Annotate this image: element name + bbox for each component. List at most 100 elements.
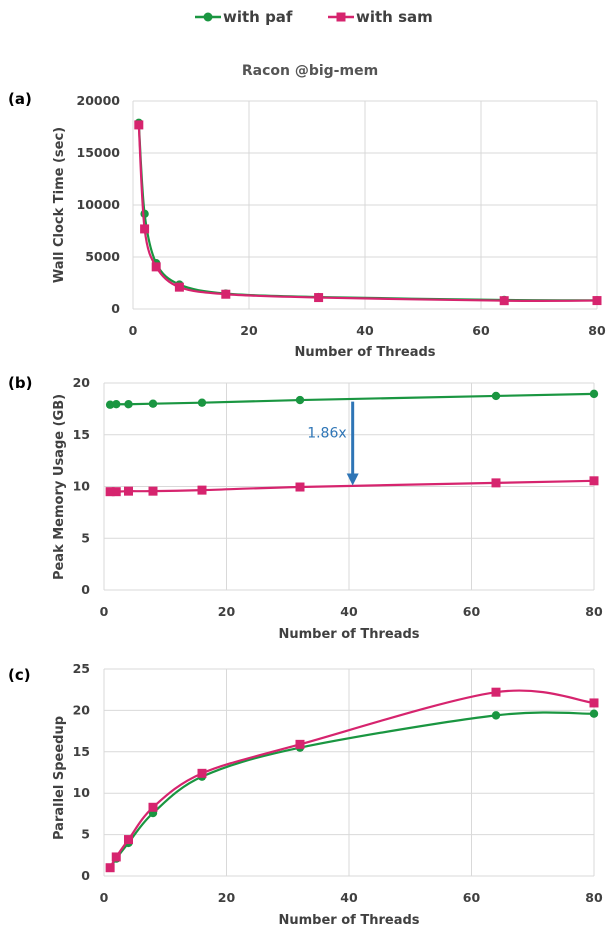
panel-b-y-tick-label: 0 [81,582,90,597]
panel-b-y-tick-label: 20 [73,375,91,390]
panel-c-with-sam-point [148,802,158,812]
panel-b-with-paf-point [589,389,599,399]
panel-a-x-tick-label: 20 [240,323,258,338]
panel-c-with-sam-point [105,863,115,873]
panel-c-with-paf-point [491,711,501,720]
panel-c-series [105,687,599,873]
panel-c-with-sam-point [589,698,599,708]
panel-a-with-paf-line [137,122,598,302]
panel-b-x-tick-label: 0 [100,604,109,619]
panel-b-with-sam-point [197,485,207,495]
panel-a-with-sam-point [499,296,509,306]
panel-b-with-paf-point [491,391,501,401]
legend-paf-label: with paf [223,8,293,26]
legend-sam-label: with sam [356,8,433,26]
panel-b-with-sam-point [295,482,305,492]
panel-a-series [134,118,602,306]
panel-c-y-ticks: 0 5 10 15 20 25 [73,661,91,883]
panel-c-with-paf-line [109,711,595,869]
panel-c-x-ticks: 0 20 40 60 80 [100,890,603,905]
panel-a-y-axis-title: Wall Clock Time (sec) [52,127,67,283]
panel-a-with-sam-point [221,289,231,299]
panel-a-with-sam-point [151,262,161,272]
panel-a-with-sam-point [592,296,602,306]
panel-c-x-tick-label: 80 [585,890,603,905]
panel-c-with-sam-line [109,689,595,869]
panel-c-with-paf-point [589,709,599,718]
panel-a-y-ticks: 0 5000 10000 15000 20000 [77,93,121,316]
panel-a-y-tick-label: 15000 [77,145,121,160]
panel-b-with-sam-point [105,487,115,497]
panel-a-y-tick-label: 5000 [85,249,120,264]
panel-a-x-tick-label: 40 [356,323,374,338]
panel-b-with-sam-point [148,486,158,496]
panel-c-x-tick-label: 60 [463,890,481,905]
panel-b-series [105,389,599,497]
panel-b-with-paf-point [295,395,305,405]
panel-c-x-tick-label: 0 [100,890,109,905]
panel-b-y-tick-label: 10 [73,479,91,494]
panel-a-x-ticks: 0 20 40 60 80 [129,323,606,338]
panel-b-with-sam-point [111,487,121,497]
panel-b-x-ticks: 0 20 40 60 80 [100,604,603,619]
panel-c-y-tick-label: 0 [81,868,90,883]
panel-b: (b) 0 5 10 15 20 0 20 40 60 80 1.86x Number of T… [8,374,603,642]
panel-b-x-tick-label: 60 [463,604,481,619]
panel-a-grid [132,100,598,310]
panel-b-with-paf-point [112,400,121,409]
panel-b-with-sam-point [589,476,599,486]
panel-c-y-tick-label: 15 [73,744,90,759]
panel-a-y-tick-label: 20000 [77,93,121,108]
panel-label-b: (b) [8,374,32,392]
panel-c-with-sam-point [295,739,305,749]
panel-a-x-tick-label: 80 [588,323,606,338]
panel-a-with-paf-point [140,209,149,219]
panel-c-x-axis-title: Number of Threads [278,913,419,928]
panel-b-with-paf-point [197,398,207,407]
panel-a-y-tick-label: 10000 [77,197,121,212]
panel-a-with-sam-line [137,124,598,302]
panel-a-x-tick-label: 0 [129,323,138,338]
panel-b-with-sam-point [124,486,133,496]
panel-c-y-tick-label: 10 [73,785,91,800]
panel-a-with-sam-point [314,293,324,303]
panel-b-with-paf-point [124,400,133,409]
panel-c: (c) 0 5 10 15 20 25 0 20 40 60 80 Number of Threa… [8,661,603,928]
panel-a-x-axis-title: Number of Threads [294,345,435,360]
panel-label-c: (c) [8,666,31,684]
panel-c-y-axis-title: Parallel Speedup [52,716,67,840]
reduction-label: 1.86x [307,426,346,442]
legend: with paf with sam [195,8,433,26]
panel-b-y-ticks: 0 5 10 15 20 [73,375,91,597]
panel-b-x-axis-title: Number of Threads [278,627,419,642]
panel-b-y-tick-label: 5 [81,530,90,545]
panel-b-annotation: 1.86x [307,401,359,486]
panel-a-y-tick-label: 0 [111,301,120,316]
panel-a: (a) 0 5000 10000 15000 20000 0 20 40 60 80 Numbe… [8,90,606,360]
panel-b-with-sam-point [491,478,501,488]
panel-c-with-sam-point [124,835,133,845]
panel-c-x-tick-label: 40 [340,890,358,905]
panel-c-with-sam-point [491,687,501,697]
panel-a-with-sam-point [140,224,150,234]
reduction-arrow-head-icon [346,473,359,486]
panel-a-with-sam-point [174,282,184,292]
panel-c-with-sam-point [197,768,207,778]
panel-c-grid [103,668,595,877]
panel-b-with-paf-point [105,400,115,409]
panel-c-x-tick-label: 20 [218,890,236,905]
legend-paf-marker-icon [203,12,213,22]
panel-b-y-tick-label: 15 [73,427,90,442]
panel-b-x-tick-label: 20 [218,604,236,619]
panel-c-y-tick-label: 20 [73,702,91,717]
panel-b-y-axis-title: Peak Memory Usage (GB) [52,394,67,580]
panel-b-x-tick-label: 40 [340,604,358,619]
panel-c-with-sam-point [111,852,121,862]
panel-label-a: (a) [8,90,32,108]
panel-a-x-tick-label: 60 [472,323,490,338]
panel-c-y-tick-label: 25 [73,661,90,676]
panel-a-with-sam-point [134,120,144,130]
legend-sam-marker-icon [336,12,346,22]
panel-c-y-tick-label: 5 [81,827,90,842]
